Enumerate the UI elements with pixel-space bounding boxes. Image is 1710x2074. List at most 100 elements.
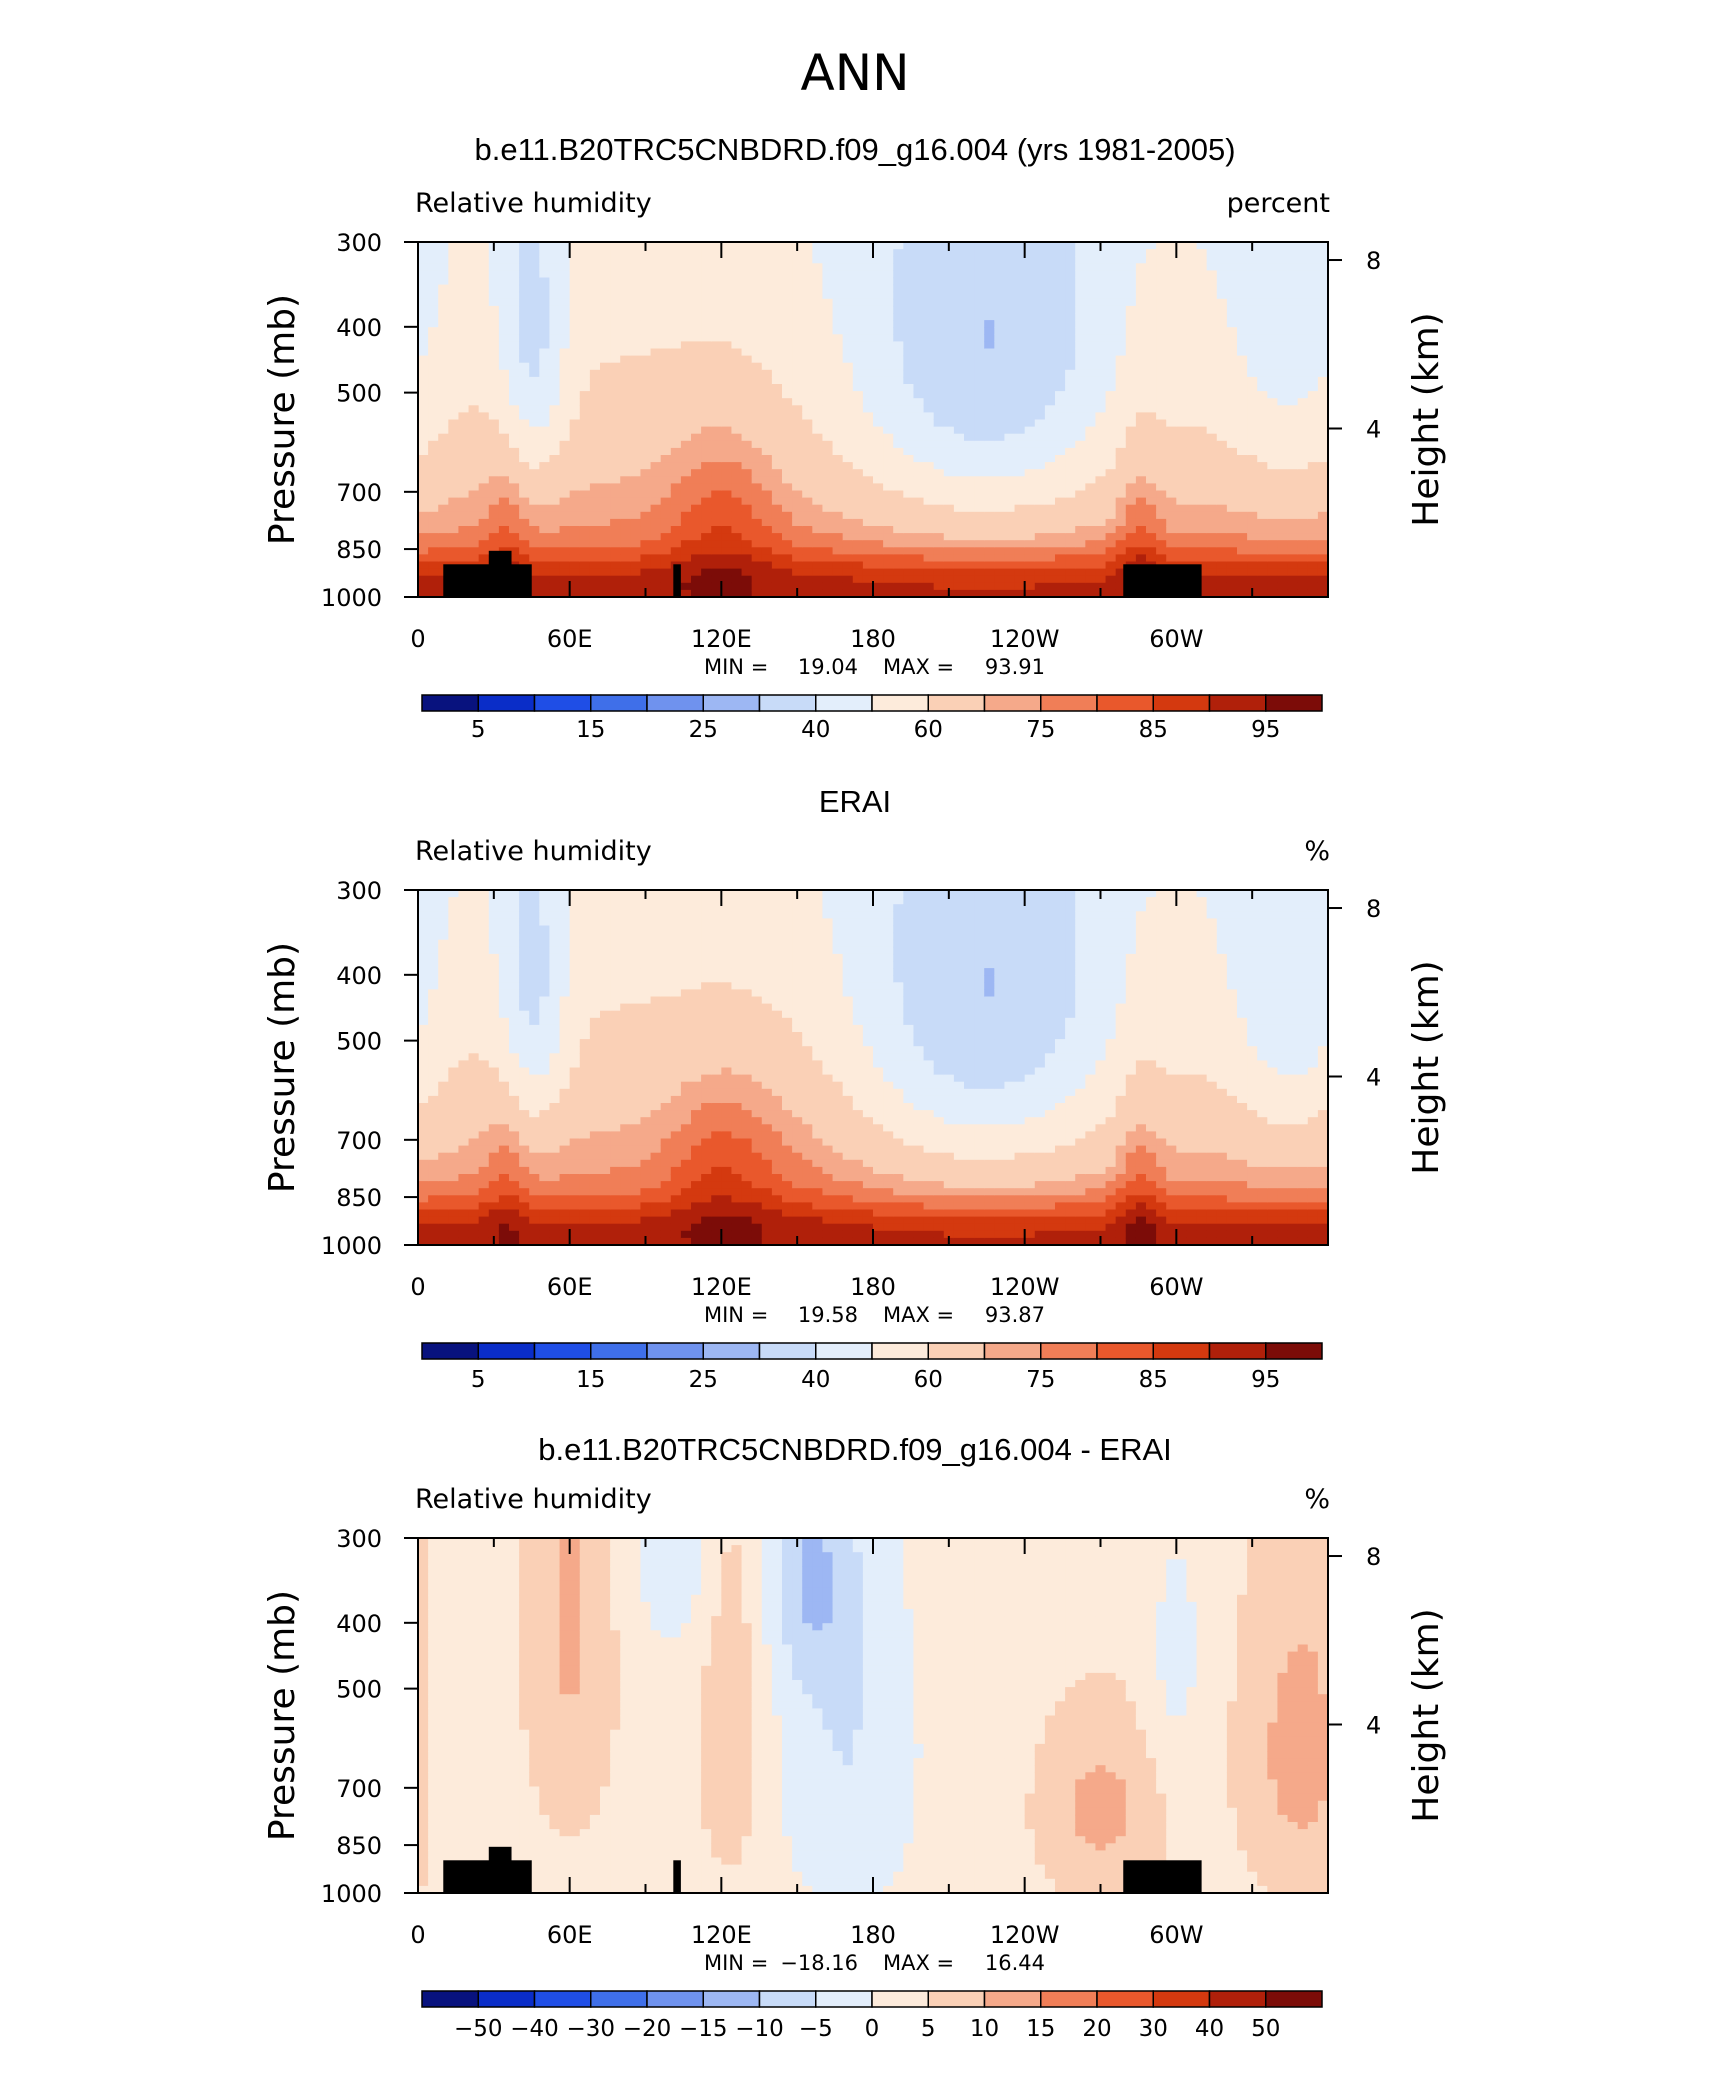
heatmap-cell (741, 320, 753, 328)
heatmap-cell (498, 362, 510, 371)
heatmap-cell (893, 334, 904, 342)
heatmap-cell (984, 369, 995, 378)
heatmap-cell (468, 1039, 480, 1047)
heatmap-cell (438, 1195, 449, 1203)
heatmap-cell (994, 426, 1006, 435)
heatmap-cell (478, 433, 490, 442)
heatmap-cell (964, 256, 975, 264)
heatmap-cell (610, 384, 621, 392)
heatmap-cell (579, 362, 591, 371)
heatmap-cell (549, 291, 561, 300)
heatmap-cell (428, 982, 439, 990)
heatmap-cell (731, 291, 743, 300)
heatmap-cell (1085, 412, 1097, 421)
heatmap-cell (549, 242, 561, 250)
heatmap-cell (1186, 348, 1198, 357)
heatmap-cell (802, 447, 813, 456)
heatmap-cell (1307, 412, 1319, 421)
heatmap-cell (1024, 582, 1036, 591)
heatmap-cell (670, 526, 682, 534)
heatmap-cell (529, 504, 540, 513)
heatmap-cell (549, 355, 561, 364)
heatmap-cell (458, 270, 470, 279)
heatmap-cell (650, 284, 662, 293)
heatmap-cell (428, 313, 439, 321)
heatmap-cell (1176, 327, 1188, 335)
heatmap-cell (1267, 256, 1279, 264)
heatmap-cell (751, 327, 763, 335)
heatmap-cell (1287, 476, 1299, 484)
heatmap-cell (1146, 369, 1157, 378)
heatmap-cell (610, 284, 621, 293)
heatmap-cell (1095, 376, 1107, 385)
heatmap-cell (751, 249, 763, 257)
heatmap-cell (559, 497, 571, 506)
heatmap-cell (782, 483, 793, 492)
heatmap-cell (1044, 504, 1056, 513)
heatmap-cell (539, 249, 551, 257)
heatmap-cell (418, 412, 429, 421)
heatmap-cell (660, 270, 672, 279)
heatmap-cell (428, 341, 439, 350)
heatmap-cell (1065, 568, 1076, 577)
heatmap-cell (660, 575, 672, 584)
heatmap-cell (893, 369, 904, 378)
heatmap-cell (953, 462, 965, 470)
heatmap-cell (1004, 433, 1016, 442)
heatmap-cell (792, 341, 803, 350)
heatmap-cell (984, 305, 995, 314)
heatmap-cell (1055, 369, 1066, 378)
heatmap-cell (701, 305, 712, 314)
heatmap-cell (771, 483, 783, 492)
heatmap-cell (1297, 348, 1309, 357)
colorbar-label: 60 (914, 717, 943, 743)
heatmap-cell (1125, 298, 1137, 307)
heatmap-cell (893, 540, 904, 548)
heatmap-cell (1226, 405, 1238, 413)
heatmap-cell (1297, 369, 1309, 378)
figure-title: ANN (800, 44, 909, 102)
heatmap-cell (478, 341, 490, 350)
heatmap-cell (771, 575, 783, 584)
heatmap-cell (1055, 476, 1066, 484)
heatmap-cell (448, 946, 460, 955)
heatmap-cell (832, 298, 844, 307)
heatmap-cell (1034, 547, 1046, 555)
heatmap-cell (903, 348, 915, 357)
heatmap-cell (751, 355, 763, 364)
heatmap-cell (1277, 270, 1289, 279)
heatmap-cell (1004, 362, 1016, 371)
heatmap-cell (994, 526, 1006, 534)
heatmap-cell (428, 405, 439, 413)
heatmap-cell (792, 561, 803, 570)
heatmap-cell (691, 526, 702, 534)
heatmap-cell (509, 412, 520, 421)
heatmap-cell (620, 249, 631, 257)
heatmap-cell (549, 270, 561, 279)
heatmap-cell (964, 483, 975, 492)
heatmap-cell (1135, 348, 1147, 357)
heatmap-cell (751, 561, 763, 570)
heatmap-cell (1135, 320, 1147, 328)
heatmap-cell (731, 561, 743, 570)
heatmap-cell (731, 376, 743, 385)
heatmap-cell (478, 242, 490, 250)
heatmap-cell (630, 469, 642, 477)
heatmap-cell (1287, 355, 1299, 364)
heatmap-cell (984, 447, 995, 456)
heatmap-cell (1186, 391, 1198, 399)
heatmap-cell (1176, 518, 1188, 527)
heatmap-cell (670, 540, 682, 548)
heatmap-cell (1257, 412, 1268, 421)
heatmap-cell (418, 348, 429, 357)
heatmap-cell (1226, 518, 1238, 527)
heatmap-cell (1004, 511, 1016, 520)
heatmap-cell (1004, 284, 1016, 293)
heatmap-cell (1176, 462, 1188, 470)
heatmap-cell (1267, 526, 1279, 534)
heatmap-cell (660, 440, 672, 449)
heatmap-cell (1196, 384, 1208, 392)
heatmap-cell (488, 469, 500, 477)
heatmap-cell (559, 426, 571, 435)
heatmap-cell (903, 540, 915, 548)
